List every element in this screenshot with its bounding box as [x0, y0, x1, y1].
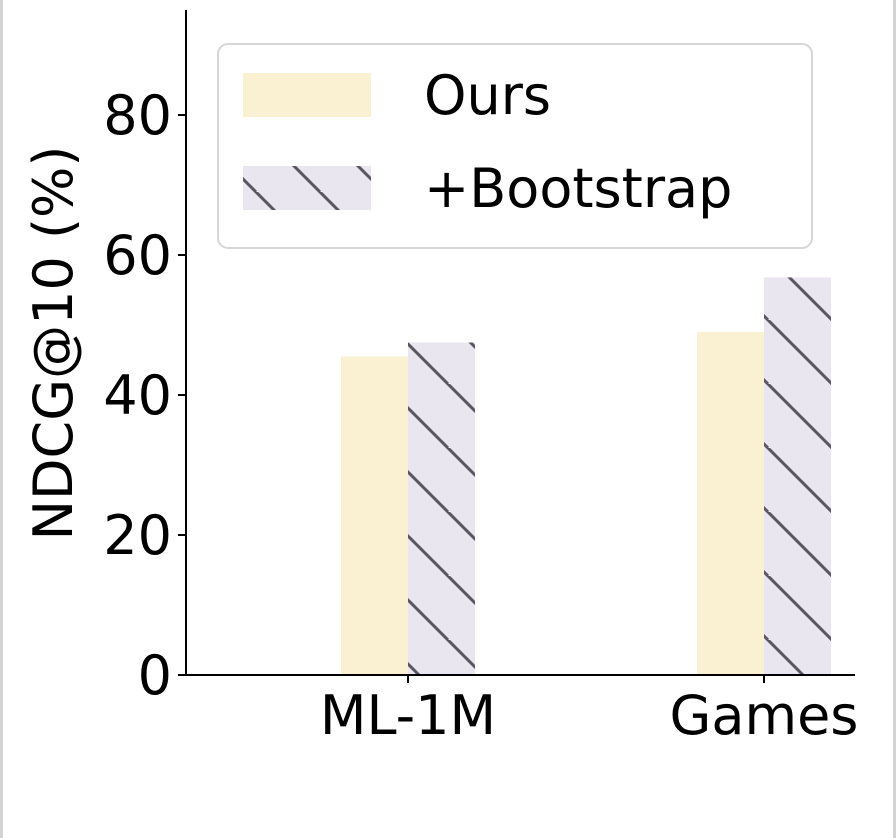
x-tick-label: ML-1M: [320, 684, 496, 747]
bar-ours-games: [697, 332, 764, 675]
legend-swatch: [243, 166, 371, 210]
y-tick-label: 20: [103, 504, 172, 567]
bars-group: [341, 277, 831, 675]
x-tick-label: Games: [670, 684, 859, 747]
y-tick-label: 0: [138, 644, 172, 707]
y-tick-label: 60: [103, 224, 172, 287]
bar-ours-ml-1m: [341, 356, 408, 675]
legend-label: Ours: [424, 64, 551, 127]
frame-right-edge: [893, 0, 896, 838]
y-axis-label: NDCG@10 (%): [22, 146, 85, 541]
bar-bootstrap-games: [764, 277, 831, 675]
legend: Ours +Bootstrap: [217, 43, 813, 249]
axes-group: 0 20 40 60 80 ML-1M Games: [103, 10, 858, 747]
y-tick-label: 40: [103, 364, 172, 427]
legend-swatch: [243, 73, 371, 117]
legend-label: +Bootstrap: [424, 157, 732, 220]
y-tick-label: 80: [103, 84, 172, 147]
frame-left-edge: [0, 0, 3, 838]
bar-bootstrap-ml-1m: [408, 342, 475, 675]
